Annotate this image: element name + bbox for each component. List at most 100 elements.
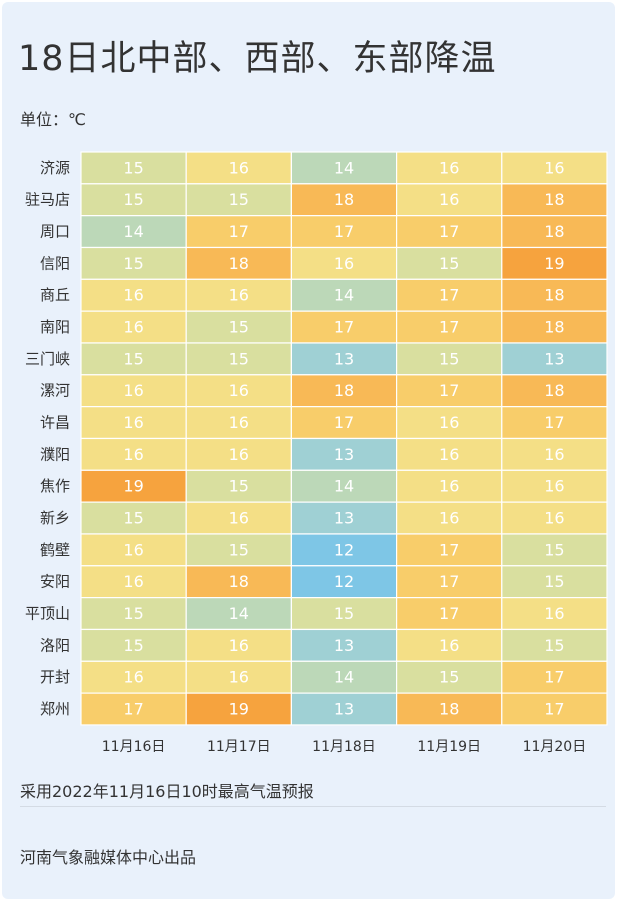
divider: [20, 806, 606, 807]
row-label: 平顶山: [25, 605, 70, 623]
heatmap-cell: [396, 501, 503, 535]
cell-value: 16: [439, 158, 459, 177]
cell-value: 16: [123, 413, 143, 432]
heatmap-cell: [396, 660, 503, 694]
cell-value: 15: [229, 349, 249, 368]
heatmap-cell: [80, 437, 187, 471]
heatmap-cell: [501, 501, 608, 535]
cell-value: 19: [544, 254, 564, 273]
cell-value: 14: [334, 668, 354, 687]
heatmap-cell: [396, 374, 503, 408]
row-label: 商丘: [40, 286, 70, 304]
row-label: 南阳: [40, 318, 70, 336]
cell-value: 16: [439, 190, 459, 209]
row-label: 驻马店: [25, 191, 70, 209]
heatmap-cell: [185, 246, 292, 280]
cell-value: 12: [334, 572, 354, 591]
row-label: 新乡: [40, 509, 70, 527]
cell-value: 14: [334, 158, 354, 177]
cell-value: 15: [439, 254, 459, 273]
cell-value: 16: [123, 572, 143, 591]
heatmap-cell: [501, 183, 608, 217]
heatmap-cell: [501, 278, 608, 312]
heatmap-cell: [290, 310, 398, 344]
cell-value: 15: [123, 636, 143, 655]
row-label: 三门峡: [25, 350, 70, 368]
heatmap-cell: [185, 310, 292, 344]
cell-value: 17: [439, 286, 459, 305]
cell-value: 15: [334, 604, 354, 623]
cell-value: 16: [229, 381, 249, 400]
heatmap-cell: [290, 278, 398, 312]
row-label: 鹤壁: [40, 541, 70, 559]
cell-value: 16: [544, 604, 564, 623]
cell-value: 18: [544, 381, 564, 400]
row-label: 漯河: [40, 382, 70, 400]
cell-value: 16: [123, 445, 143, 464]
cell-value: 17: [439, 604, 459, 623]
cell-value: 13: [334, 509, 354, 528]
heatmap-cell: [80, 533, 187, 567]
heatmap-cell: [290, 342, 398, 376]
cell-value: 18: [229, 572, 249, 591]
cell-value: 19: [229, 700, 249, 719]
cell-value: 12: [334, 540, 354, 559]
cell-value: 17: [439, 572, 459, 591]
cell-value: 15: [229, 477, 249, 496]
row-label: 洛阳: [40, 636, 70, 654]
cell-value: 16: [229, 636, 249, 655]
cell-value: 19: [123, 477, 143, 496]
cell-value: 15: [123, 254, 143, 273]
cell-value: 17: [439, 540, 459, 559]
cell-value: 16: [123, 668, 143, 687]
cell-value: 16: [439, 445, 459, 464]
heatmap-cell: [290, 628, 398, 662]
publisher-credit: 河南气象融媒体中心出品: [20, 848, 197, 867]
cell-value: 17: [229, 222, 249, 241]
row-label: 濮阳: [40, 445, 70, 463]
cell-value: 17: [439, 381, 459, 400]
cell-value: 15: [229, 190, 249, 209]
column-label: 11月20日: [523, 739, 587, 755]
heatmap-cell: [185, 374, 292, 408]
heatmap-cell: [501, 533, 608, 567]
cell-value: 15: [123, 509, 143, 528]
heatmap-cell: [80, 501, 187, 535]
cell-value: 16: [123, 286, 143, 305]
cell-value: 18: [544, 190, 564, 209]
cell-value: 16: [439, 413, 459, 432]
heatmap-cell: [185, 565, 292, 599]
cell-value: 16: [229, 413, 249, 432]
heatmap-cell: [290, 469, 398, 503]
row-label: 开封: [40, 668, 70, 686]
heatmap-cell: [290, 183, 398, 217]
row-label: 安阳: [40, 573, 70, 591]
heatmap-cell: [80, 565, 187, 599]
cell-value: 15: [544, 636, 564, 655]
heatmap-cell: [185, 437, 292, 471]
cell-value: 16: [439, 636, 459, 655]
unit-label: 单位：℃: [20, 110, 86, 129]
cell-value: 13: [334, 349, 354, 368]
cell-value: 16: [334, 254, 354, 273]
cell-value: 17: [544, 700, 564, 719]
heatmap-cell: [290, 151, 398, 185]
heatmap-cell: [501, 597, 608, 631]
heatmap-cell: [396, 342, 503, 376]
cell-value: 16: [544, 509, 564, 528]
cell-value: 14: [334, 477, 354, 496]
row-label: 周口: [40, 223, 70, 241]
heatmap-cell: [80, 597, 187, 631]
column-label: 11月17日: [207, 739, 271, 755]
heatmap-cell: [80, 374, 187, 408]
heatmap-cell: [80, 628, 187, 662]
row-label: 许昌: [40, 414, 70, 432]
cell-value: 17: [544, 668, 564, 687]
cell-value: 16: [229, 158, 249, 177]
cell-value: 14: [229, 604, 249, 623]
cell-value: 17: [334, 222, 354, 241]
cell-value: 13: [334, 700, 354, 719]
heatmap-cell: [185, 660, 292, 694]
cell-value: 14: [123, 222, 143, 241]
